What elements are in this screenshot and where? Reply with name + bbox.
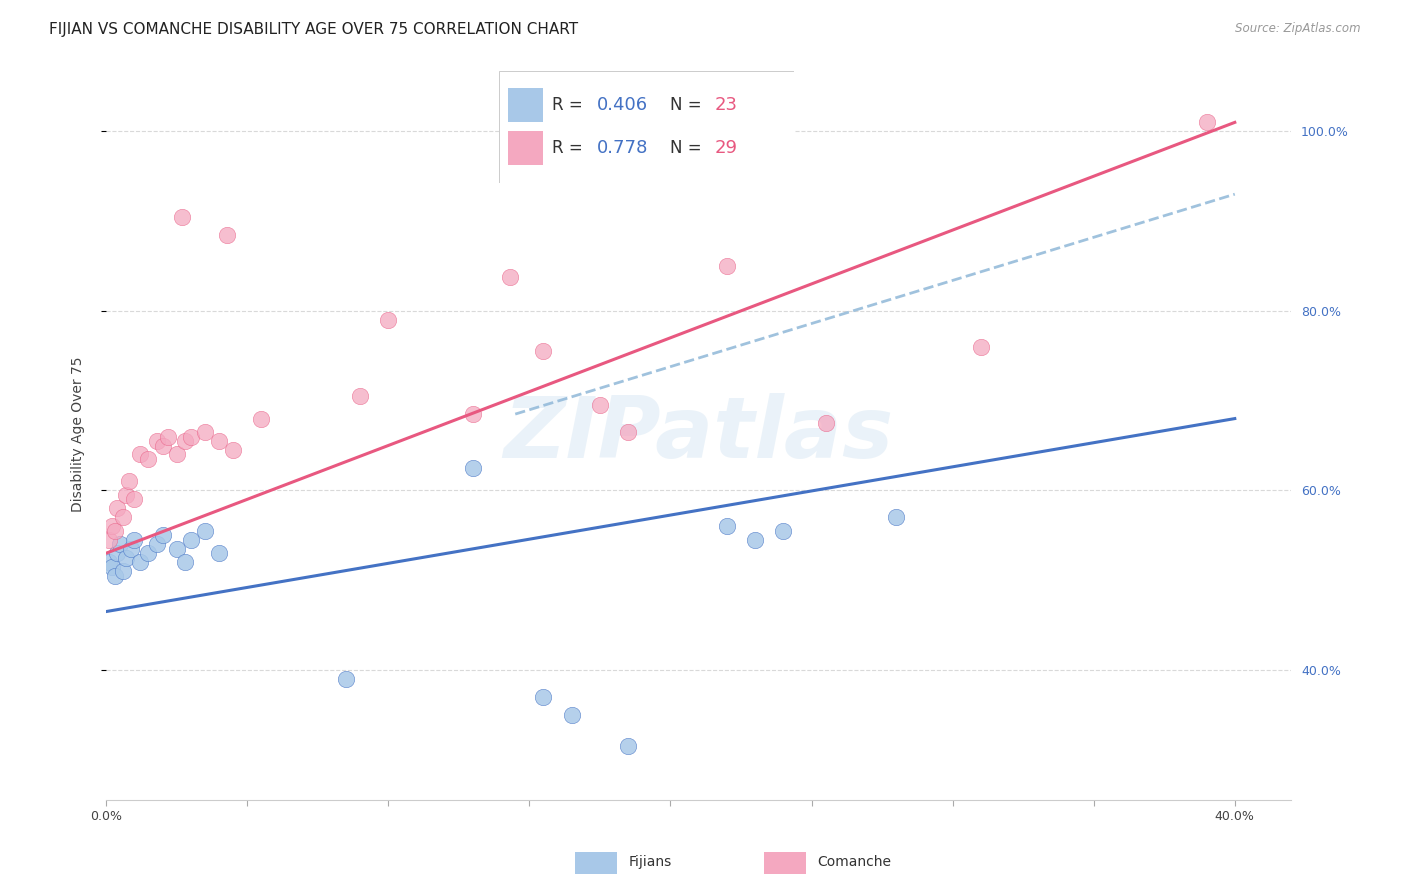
Point [561, 707, 583, 722]
Point [124, 492, 146, 507]
Point [138, 546, 160, 560]
Point [152, 438, 174, 452]
Text: R =: R = [553, 139, 588, 157]
Text: Fijians: Fijians [628, 855, 672, 870]
Point [884, 510, 907, 524]
Point [461, 461, 484, 475]
Point [174, 555, 197, 569]
Text: Source: ZipAtlas.com: Source: ZipAtlas.com [1236, 22, 1361, 36]
Point [121, 541, 143, 556]
Point [152, 528, 174, 542]
Point [335, 672, 357, 686]
Point [617, 425, 640, 439]
Point [589, 398, 612, 412]
Point [208, 434, 231, 448]
Point [349, 389, 371, 403]
Point [100, 519, 122, 533]
Point [105, 501, 128, 516]
Point [716, 519, 738, 533]
Text: 29: 29 [714, 139, 738, 157]
Point [461, 407, 484, 421]
Point [105, 546, 128, 560]
Point [166, 541, 188, 556]
Point [146, 434, 169, 448]
FancyBboxPatch shape [508, 88, 543, 121]
Text: 23: 23 [714, 95, 738, 114]
Point [377, 313, 399, 327]
Point [111, 510, 134, 524]
Text: FIJIAN VS COMANCHE DISABILITY AGE OVER 75 CORRELATION CHART: FIJIAN VS COMANCHE DISABILITY AGE OVER 7… [49, 22, 578, 37]
Point [533, 344, 555, 359]
Point [180, 429, 202, 443]
Point [716, 259, 738, 273]
Point [172, 210, 194, 224]
Point [194, 425, 217, 439]
Text: 0.778: 0.778 [596, 139, 648, 157]
Point [814, 416, 837, 430]
Point [129, 448, 152, 462]
Text: N =: N = [671, 95, 707, 114]
Text: Comanche: Comanche [817, 855, 891, 870]
Point [138, 452, 160, 467]
Point [97, 555, 120, 569]
Point [157, 429, 180, 443]
FancyBboxPatch shape [765, 853, 806, 874]
Point [111, 564, 134, 578]
Point [617, 739, 640, 754]
Text: R =: R = [553, 95, 588, 114]
Point [103, 524, 125, 538]
Point [744, 533, 766, 547]
Point [129, 555, 152, 569]
Point [114, 550, 136, 565]
Point [194, 524, 217, 538]
Text: 0.406: 0.406 [596, 95, 648, 114]
Point [772, 524, 794, 538]
Point [250, 411, 273, 425]
Point [217, 227, 239, 242]
Point [180, 533, 202, 547]
Point [166, 448, 188, 462]
Point [970, 340, 993, 354]
Point [97, 533, 120, 547]
Text: N =: N = [671, 139, 707, 157]
Point [103, 568, 125, 582]
Point [100, 559, 122, 574]
FancyBboxPatch shape [499, 71, 794, 183]
Point [146, 537, 169, 551]
Point [533, 690, 555, 704]
FancyBboxPatch shape [508, 131, 543, 165]
Point [208, 546, 231, 560]
Point [174, 434, 197, 448]
Point [498, 269, 520, 284]
Point [114, 488, 136, 502]
Y-axis label: Disability Age Over 75: Disability Age Over 75 [72, 357, 86, 512]
Point [124, 533, 146, 547]
FancyBboxPatch shape [575, 853, 617, 874]
Point [222, 442, 245, 457]
Point [117, 475, 139, 489]
Text: ZIPatlas: ZIPatlas [503, 392, 894, 475]
Point [1195, 115, 1218, 129]
Point [108, 537, 131, 551]
